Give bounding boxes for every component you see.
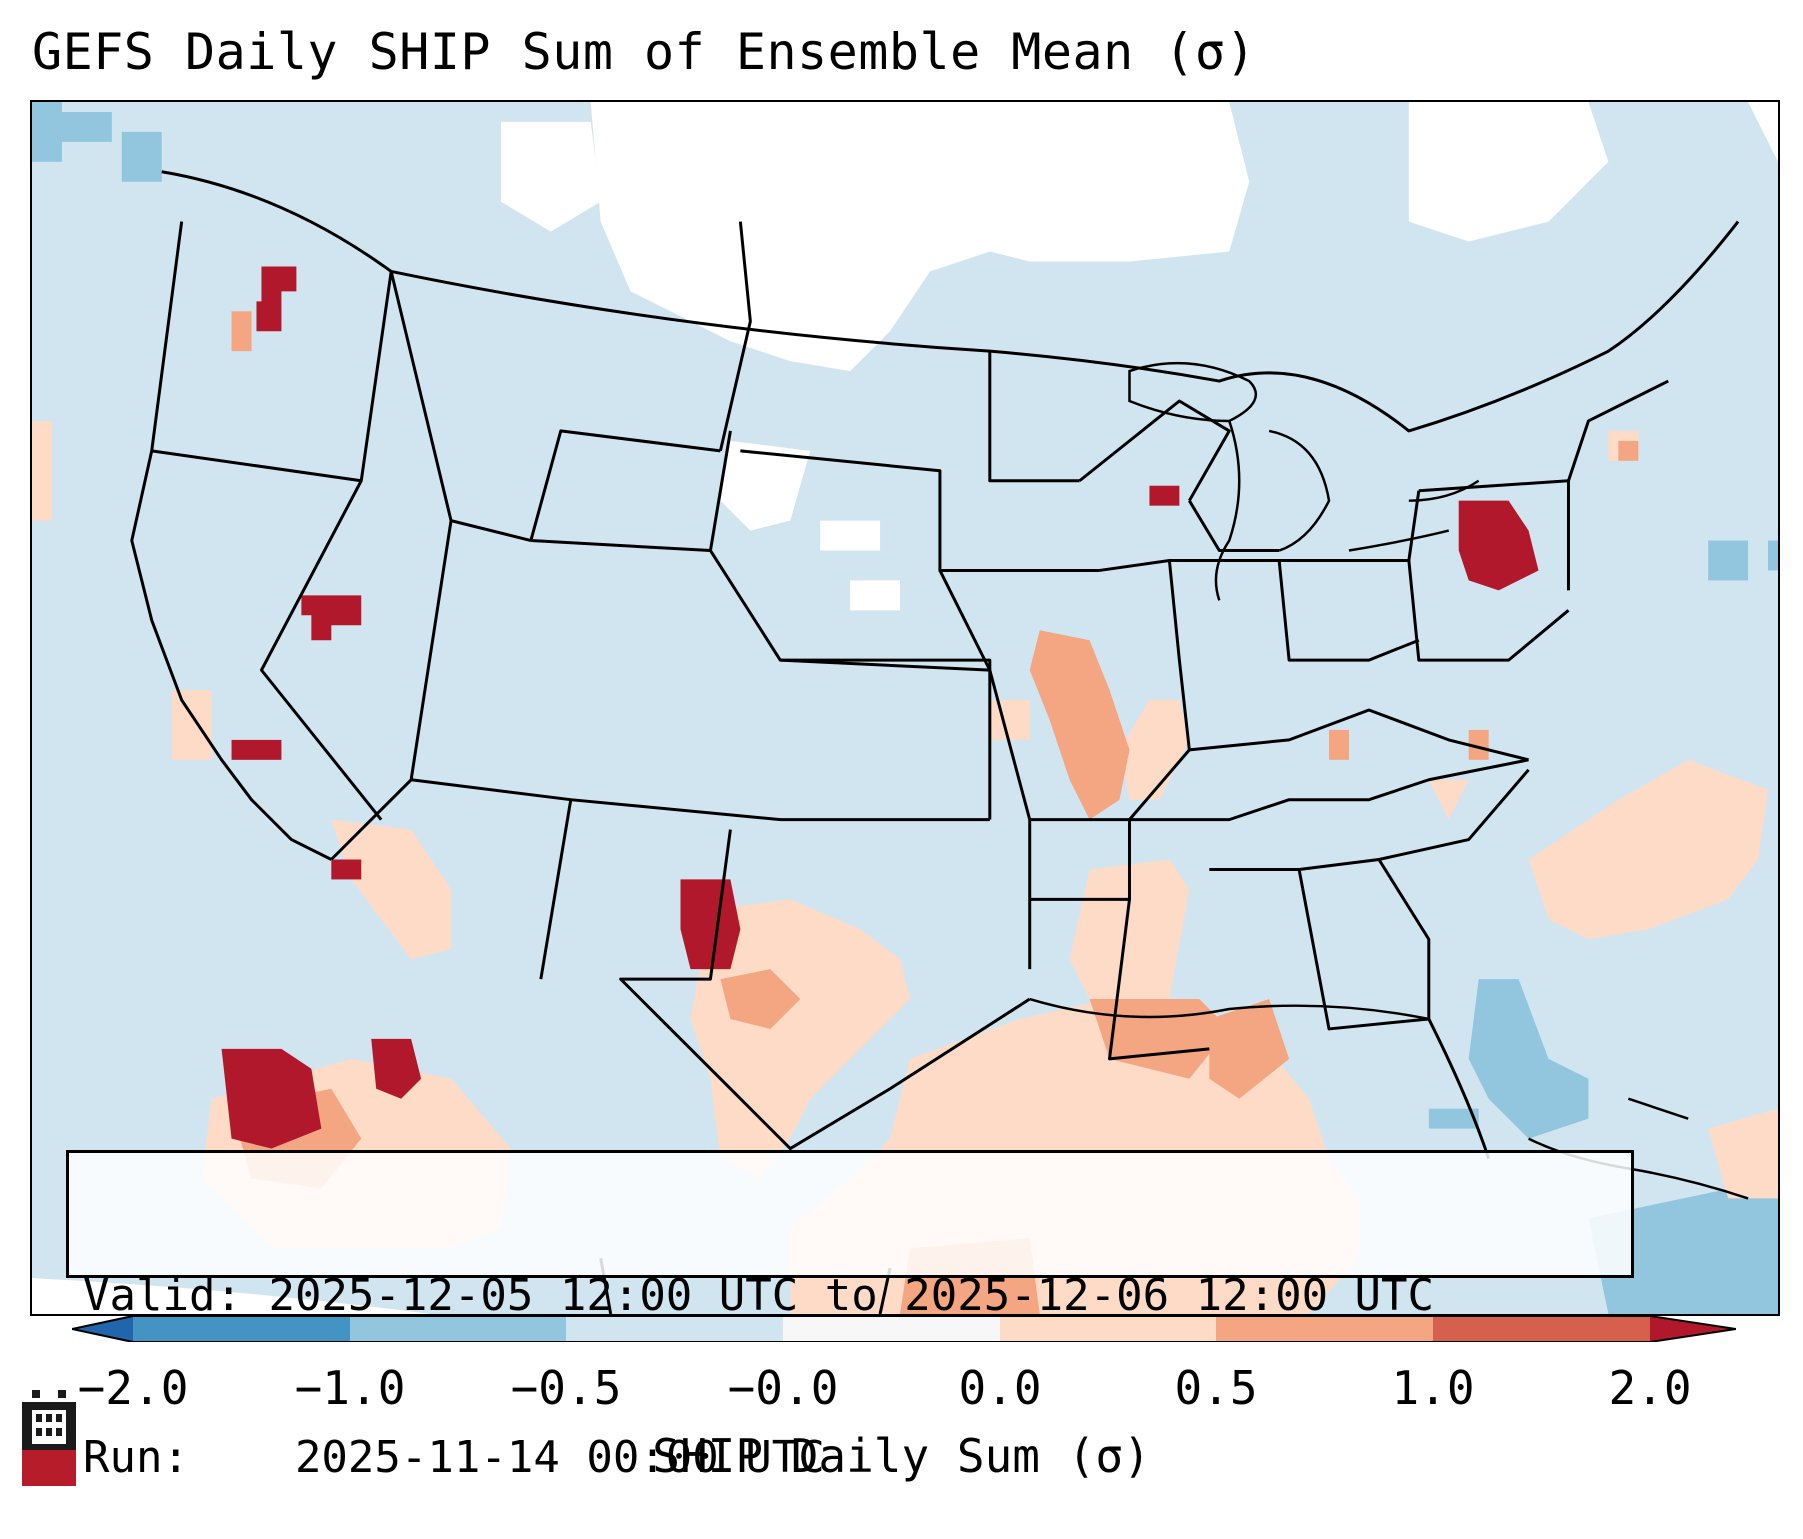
colorbar xyxy=(72,1316,1736,1342)
colorbar-bin xyxy=(783,1316,1000,1342)
colorbar-bin xyxy=(133,1316,350,1342)
info-box: Valid: 2025-12-05 12:00 UTC to 2025-12-0… xyxy=(66,1150,1634,1483)
projection-edge xyxy=(32,102,1778,1314)
mid-positive-patches xyxy=(231,311,1639,1314)
map-panel xyxy=(30,100,1780,1316)
colorbar-tick-label: −0.5 xyxy=(510,1361,622,1415)
colorbar-bin xyxy=(566,1316,783,1342)
colorbar-tick-label: 2.0 xyxy=(1608,1361,1692,1415)
colorbar-tick-label: −2.0 xyxy=(77,1361,189,1415)
colorbar-bin xyxy=(72,1316,133,1342)
valid-label: Valid: xyxy=(83,1270,242,1321)
run-value: 2025-11-14 00:00 UTC xyxy=(294,1432,825,1483)
negative-anomaly-patches xyxy=(32,102,1778,1314)
valid-value: 2025-12-05 12:00 UTC to 2025-12-06 12:00… xyxy=(268,1270,1435,1321)
colorbar-bin xyxy=(1650,1316,1736,1342)
near-zero-regions xyxy=(500,102,1609,611)
run-row: Run: 2025-11-14 00:00 UTC xyxy=(83,1431,1617,1485)
colorbar-tick-label: 1.0 xyxy=(1391,1361,1475,1415)
colorbar-ticks: −2.0 −1.0 −0.5 −0.0 0.0 0.5 1.0 2.0 xyxy=(0,1360,1803,1420)
run-label: Run: xyxy=(83,1432,189,1483)
colorbar-tick-label: −1.0 xyxy=(294,1361,406,1415)
colorbar-tick-label: 0.5 xyxy=(1174,1361,1258,1415)
map-svg xyxy=(32,102,1778,1314)
colorbar-label: SHIP Daily Sum (σ) xyxy=(652,1429,1151,1483)
colorbar-bin xyxy=(1433,1316,1650,1342)
colorbar-tick-label: −0.0 xyxy=(727,1361,839,1415)
chart-title: GEFS Daily SHIP Sum of Ensemble Mean (σ) xyxy=(32,23,1257,81)
colorbar-bins xyxy=(72,1316,1736,1342)
colorbar-bin xyxy=(1000,1316,1216,1342)
colorbar-tick-label: 0.0 xyxy=(958,1361,1042,1415)
high-positive-patches xyxy=(221,266,1539,1149)
niu-logo xyxy=(22,1390,76,1486)
colorbar-bin xyxy=(1216,1316,1433,1342)
colorbar-bin xyxy=(350,1316,566,1342)
valid-row: Valid: 2025-12-05 12:00 UTC to 2025-12-0… xyxy=(83,1269,1617,1323)
